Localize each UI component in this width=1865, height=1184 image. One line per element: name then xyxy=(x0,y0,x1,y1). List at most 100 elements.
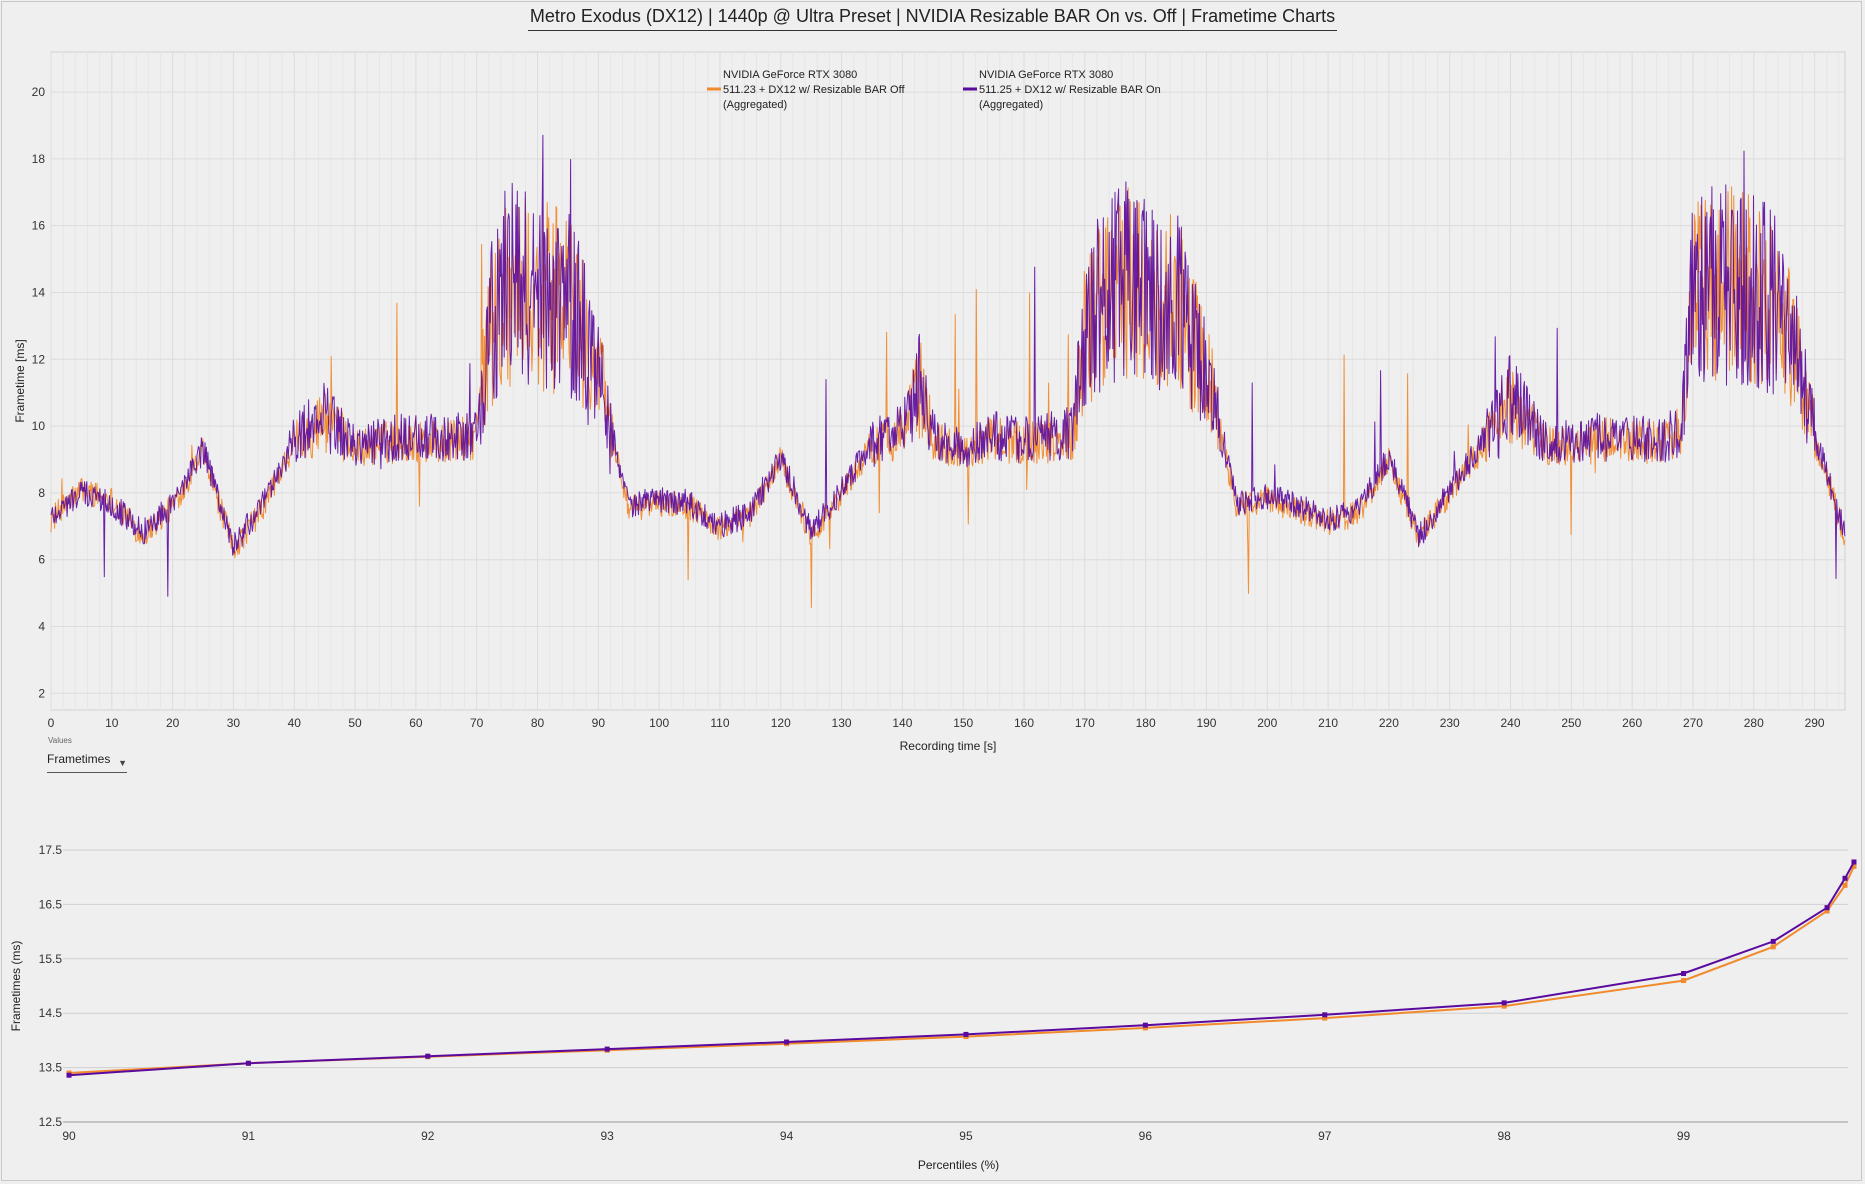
legend-entry-text: NVIDIA GeForce RTX 3080 xyxy=(723,69,857,81)
x-tick-label: 40 xyxy=(288,716,302,730)
x-tick-label: 250 xyxy=(1561,716,1581,730)
values-select-label: Frametimes xyxy=(47,752,111,766)
x-tick-label: 180 xyxy=(1136,716,1156,730)
x-tick-label: 290 xyxy=(1805,716,1825,730)
x-tick-label: 0 xyxy=(48,716,55,730)
x-tick-label: 100 xyxy=(649,716,669,730)
x-tick-label: 96 xyxy=(1139,1129,1153,1143)
percentile-point xyxy=(1851,863,1857,869)
percentile-point xyxy=(245,1060,251,1066)
y-tick-label: 18 xyxy=(32,152,46,166)
x-tick-label: 160 xyxy=(1014,716,1034,730)
percentile-line-bar-on xyxy=(68,861,1855,1077)
percentile-point xyxy=(1842,875,1848,881)
x-tick-label: 150 xyxy=(953,716,973,730)
y-tick-label: 10 xyxy=(32,419,46,433)
series-line-bar-on xyxy=(50,134,1846,597)
x-tick-label: 190 xyxy=(1196,716,1216,730)
y-tick-label: 14 xyxy=(32,285,46,299)
x-tick-label: 70 xyxy=(470,716,484,730)
percentile-line-bar-off xyxy=(68,865,1855,1074)
caret-down-icon: ▼ xyxy=(118,758,127,768)
y-axis-label: Frametimes (ms) xyxy=(9,941,23,1032)
y-tick-label: 16 xyxy=(32,219,46,233)
x-tick-label: 110 xyxy=(710,716,729,730)
legend-entry-text: (Aggregated) xyxy=(723,99,787,111)
x-tick-label: 20 xyxy=(166,716,180,730)
percentile-point xyxy=(1770,938,1776,944)
x-tick-label: 93 xyxy=(601,1129,615,1143)
x-tick-label: 92 xyxy=(421,1129,435,1143)
values-caption: Values xyxy=(48,736,72,745)
y-axis-label: Frametime [ms] xyxy=(13,339,27,422)
x-tick-label: 60 xyxy=(409,716,423,730)
x-tick-label: 80 xyxy=(531,716,545,730)
x-tick-label: 30 xyxy=(227,716,241,730)
percentile-point xyxy=(1770,944,1776,950)
x-tick-label: 140 xyxy=(892,716,912,730)
x-tick-label: 91 xyxy=(242,1129,256,1143)
y-tick-label: 17.5 xyxy=(39,843,63,857)
chart-title: Metro Exodus (DX12) | 1440p @ Ultra Pres… xyxy=(0,6,1865,31)
x-tick-label: 240 xyxy=(1501,716,1521,730)
y-tick-label: 8 xyxy=(38,486,45,500)
x-tick-label: 50 xyxy=(348,716,362,730)
legend-entry-text: 511.23 + DX12 w/ Resizable BAR Off xyxy=(723,84,905,96)
x-tick-label: 90 xyxy=(62,1129,76,1143)
percentile-point xyxy=(604,1046,610,1052)
percentile-point xyxy=(1142,1022,1148,1028)
percentile-point xyxy=(1501,1000,1507,1006)
y-tick-label: 20 xyxy=(32,85,46,99)
percentile-point xyxy=(1142,1025,1148,1031)
x-tick-label: 170 xyxy=(1075,716,1095,730)
x-tick-label: 230 xyxy=(1440,716,1460,730)
y-tick-label: 13.5 xyxy=(39,1061,63,1075)
percentile-point xyxy=(1824,905,1830,911)
frametime-over-time-chart: 0 10 20 30 40 50 60 70 80 90 100 110 120 130 140 150 160… xyxy=(13,51,1846,753)
y-tick-label: 12.5 xyxy=(39,1115,63,1129)
plot-area xyxy=(50,51,1846,711)
y-tick-label: 4 xyxy=(38,619,45,633)
x-axis-label: Percentiles (%) xyxy=(918,1158,999,1172)
percentile-point xyxy=(425,1053,431,1059)
y-tick-label: 16.5 xyxy=(39,897,63,911)
x-tick-label: 97 xyxy=(1318,1129,1332,1143)
x-tick-label: 98 xyxy=(1497,1129,1511,1143)
x-tick-label: 90 xyxy=(592,716,606,730)
y-tick-label: 12 xyxy=(32,352,46,366)
x-tick-label: 280 xyxy=(1744,716,1764,730)
legend-entry-text: 511.25 + DX12 w/ Resizable BAR On xyxy=(979,84,1161,96)
y-tick-label: 15.5 xyxy=(39,952,63,966)
x-tick-label: 120 xyxy=(771,716,791,730)
x-tick-label: 95 xyxy=(959,1129,973,1143)
y-tick-label: 14.5 xyxy=(39,1006,63,1020)
percentile-point xyxy=(1681,970,1687,976)
y-tick-label: 2 xyxy=(38,686,45,700)
legend-entry-text: NVIDIA GeForce RTX 3080 xyxy=(979,69,1113,81)
x-tick-label: 94 xyxy=(780,1129,794,1143)
x-tick-label: 220 xyxy=(1379,716,1399,730)
values-select[interactable]: Frametimes ▼ xyxy=(47,750,127,773)
x-tick-label: 200 xyxy=(1257,716,1277,730)
x-tick-label: 210 xyxy=(1318,716,1338,730)
x-tick-label: 10 xyxy=(105,716,119,730)
percentile-point xyxy=(1322,1015,1328,1021)
legend-entry-text: (Aggregated) xyxy=(979,99,1043,111)
x-axis-label: Recording time [s] xyxy=(900,739,997,753)
percentile-point xyxy=(1681,978,1687,984)
percentile-point xyxy=(1322,1012,1328,1018)
x-tick-label: 99 xyxy=(1677,1129,1691,1143)
percentile-point xyxy=(963,1031,969,1037)
x-tick-label: 130 xyxy=(832,716,852,730)
percentile-point xyxy=(66,1072,72,1078)
percentile-point xyxy=(1501,1003,1507,1009)
percentile-point xyxy=(1842,882,1848,888)
x-tick-label: 270 xyxy=(1683,716,1703,730)
x-tick-label: 260 xyxy=(1622,716,1642,730)
percentile-chart: 12.5 13.5 14.5 15.5 16.5 17.5 90 91 92 93 94 95 96 97… xyxy=(9,843,1857,1172)
chart-title-text: Metro Exodus (DX12) | 1440p @ Ultra Pres… xyxy=(527,6,1338,31)
percentile-point xyxy=(1851,859,1857,865)
y-tick-label: 6 xyxy=(38,553,45,567)
